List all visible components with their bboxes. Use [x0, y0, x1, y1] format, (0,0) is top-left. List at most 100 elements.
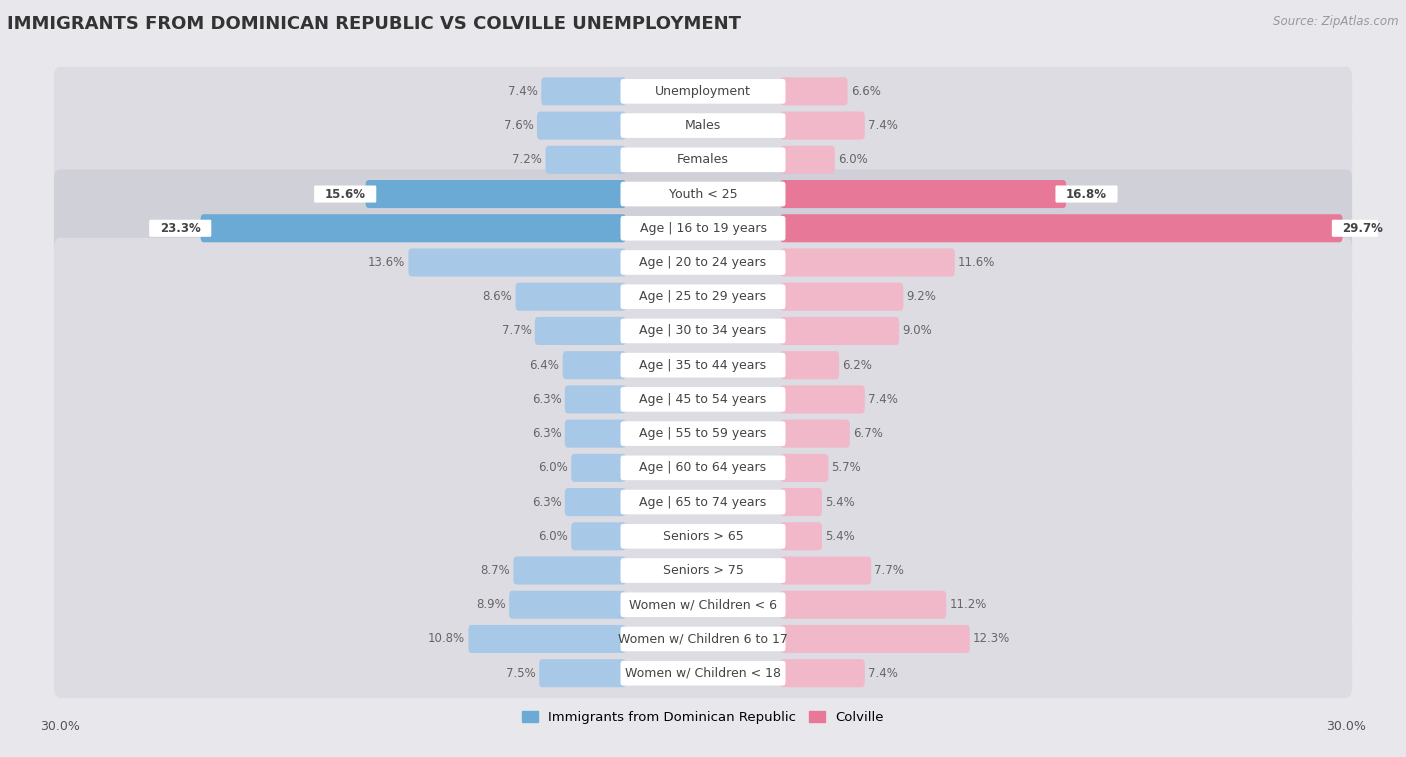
- FancyBboxPatch shape: [53, 307, 1353, 356]
- Text: Age | 16 to 19 years: Age | 16 to 19 years: [640, 222, 766, 235]
- Text: 10.8%: 10.8%: [427, 633, 465, 646]
- FancyBboxPatch shape: [53, 204, 1353, 253]
- Text: Women w/ Children 6 to 17: Women w/ Children 6 to 17: [619, 633, 787, 646]
- Text: 9.0%: 9.0%: [903, 325, 932, 338]
- FancyBboxPatch shape: [780, 180, 1066, 208]
- Text: 15.6%: 15.6%: [325, 188, 366, 201]
- FancyBboxPatch shape: [780, 282, 903, 311]
- FancyBboxPatch shape: [620, 490, 786, 515]
- FancyBboxPatch shape: [780, 625, 970, 653]
- Text: 6.2%: 6.2%: [842, 359, 872, 372]
- Text: 16.8%: 16.8%: [1066, 188, 1107, 201]
- FancyBboxPatch shape: [53, 478, 1353, 527]
- FancyBboxPatch shape: [541, 77, 626, 105]
- FancyBboxPatch shape: [149, 220, 211, 237]
- FancyBboxPatch shape: [571, 453, 626, 482]
- Text: Women w/ Children < 6: Women w/ Children < 6: [628, 598, 778, 611]
- Text: 7.6%: 7.6%: [503, 119, 534, 132]
- FancyBboxPatch shape: [620, 285, 786, 309]
- FancyBboxPatch shape: [620, 79, 786, 104]
- FancyBboxPatch shape: [780, 590, 946, 618]
- FancyBboxPatch shape: [468, 625, 626, 653]
- FancyBboxPatch shape: [620, 353, 786, 378]
- FancyBboxPatch shape: [620, 456, 786, 480]
- Text: 7.4%: 7.4%: [868, 667, 898, 680]
- Text: 12.3%: 12.3%: [973, 633, 1010, 646]
- FancyBboxPatch shape: [513, 556, 626, 584]
- Text: Age | 60 to 64 years: Age | 60 to 64 years: [640, 461, 766, 475]
- FancyBboxPatch shape: [780, 385, 865, 413]
- FancyBboxPatch shape: [537, 111, 626, 139]
- Text: 7.4%: 7.4%: [868, 393, 898, 406]
- Text: Age | 45 to 54 years: Age | 45 to 54 years: [640, 393, 766, 406]
- FancyBboxPatch shape: [538, 659, 626, 687]
- FancyBboxPatch shape: [620, 319, 786, 343]
- Text: 7.4%: 7.4%: [868, 119, 898, 132]
- Text: Women w/ Children < 18: Women w/ Children < 18: [626, 667, 780, 680]
- Text: Females: Females: [678, 154, 728, 167]
- FancyBboxPatch shape: [366, 180, 626, 208]
- FancyBboxPatch shape: [53, 443, 1353, 493]
- Text: Age | 25 to 29 years: Age | 25 to 29 years: [640, 290, 766, 304]
- FancyBboxPatch shape: [780, 248, 955, 276]
- FancyBboxPatch shape: [571, 522, 626, 550]
- Text: Age | 30 to 34 years: Age | 30 to 34 years: [640, 325, 766, 338]
- Text: 11.2%: 11.2%: [949, 598, 987, 611]
- Text: 8.6%: 8.6%: [482, 290, 512, 304]
- FancyBboxPatch shape: [565, 419, 626, 447]
- Text: Age | 20 to 24 years: Age | 20 to 24 years: [640, 256, 766, 269]
- FancyBboxPatch shape: [620, 558, 786, 583]
- FancyBboxPatch shape: [53, 67, 1353, 116]
- FancyBboxPatch shape: [408, 248, 626, 276]
- Text: Unemployment: Unemployment: [655, 85, 751, 98]
- Text: 9.2%: 9.2%: [907, 290, 936, 304]
- Text: 29.7%: 29.7%: [1343, 222, 1384, 235]
- FancyBboxPatch shape: [53, 409, 1353, 458]
- Text: 7.2%: 7.2%: [512, 154, 543, 167]
- Text: 6.3%: 6.3%: [531, 393, 561, 406]
- FancyBboxPatch shape: [53, 375, 1353, 424]
- FancyBboxPatch shape: [620, 422, 786, 446]
- FancyBboxPatch shape: [53, 101, 1353, 150]
- FancyBboxPatch shape: [620, 593, 786, 617]
- FancyBboxPatch shape: [53, 512, 1353, 561]
- Text: 6.0%: 6.0%: [838, 154, 868, 167]
- Text: Age | 65 to 74 years: Age | 65 to 74 years: [640, 496, 766, 509]
- FancyBboxPatch shape: [780, 453, 828, 482]
- Text: IMMIGRANTS FROM DOMINICAN REPUBLIC VS COLVILLE UNEMPLOYMENT: IMMIGRANTS FROM DOMINICAN REPUBLIC VS CO…: [7, 15, 741, 33]
- FancyBboxPatch shape: [53, 341, 1353, 390]
- FancyBboxPatch shape: [620, 524, 786, 549]
- FancyBboxPatch shape: [780, 488, 823, 516]
- Text: 5.7%: 5.7%: [831, 461, 862, 475]
- Text: 7.7%: 7.7%: [875, 564, 904, 577]
- FancyBboxPatch shape: [565, 488, 626, 516]
- Text: 13.6%: 13.6%: [368, 256, 405, 269]
- Text: 5.4%: 5.4%: [825, 496, 855, 509]
- FancyBboxPatch shape: [314, 185, 377, 203]
- FancyBboxPatch shape: [1056, 185, 1118, 203]
- Legend: Immigrants from Dominican Republic, Colville: Immigrants from Dominican Republic, Colv…: [516, 706, 890, 730]
- FancyBboxPatch shape: [53, 170, 1353, 219]
- Text: Age | 35 to 44 years: Age | 35 to 44 years: [640, 359, 766, 372]
- Text: Seniors > 75: Seniors > 75: [662, 564, 744, 577]
- FancyBboxPatch shape: [53, 649, 1353, 698]
- Text: 5.4%: 5.4%: [825, 530, 855, 543]
- FancyBboxPatch shape: [780, 146, 835, 174]
- Text: 6.0%: 6.0%: [538, 530, 568, 543]
- Text: Youth < 25: Youth < 25: [669, 188, 737, 201]
- Text: 7.5%: 7.5%: [506, 667, 536, 680]
- FancyBboxPatch shape: [620, 250, 786, 275]
- Text: 6.7%: 6.7%: [853, 427, 883, 440]
- FancyBboxPatch shape: [620, 661, 786, 686]
- Text: Seniors > 65: Seniors > 65: [662, 530, 744, 543]
- FancyBboxPatch shape: [53, 272, 1353, 322]
- FancyBboxPatch shape: [53, 238, 1353, 287]
- Text: Age | 55 to 59 years: Age | 55 to 59 years: [640, 427, 766, 440]
- FancyBboxPatch shape: [780, 556, 872, 584]
- FancyBboxPatch shape: [780, 659, 865, 687]
- Text: 8.9%: 8.9%: [477, 598, 506, 611]
- FancyBboxPatch shape: [780, 111, 865, 139]
- FancyBboxPatch shape: [620, 114, 786, 138]
- FancyBboxPatch shape: [53, 615, 1353, 664]
- FancyBboxPatch shape: [53, 546, 1353, 595]
